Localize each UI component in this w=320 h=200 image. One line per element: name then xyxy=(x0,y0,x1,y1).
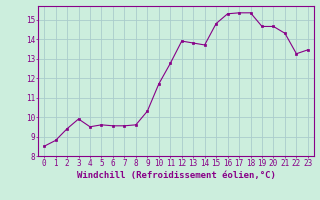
X-axis label: Windchill (Refroidissement éolien,°C): Windchill (Refroidissement éolien,°C) xyxy=(76,171,276,180)
